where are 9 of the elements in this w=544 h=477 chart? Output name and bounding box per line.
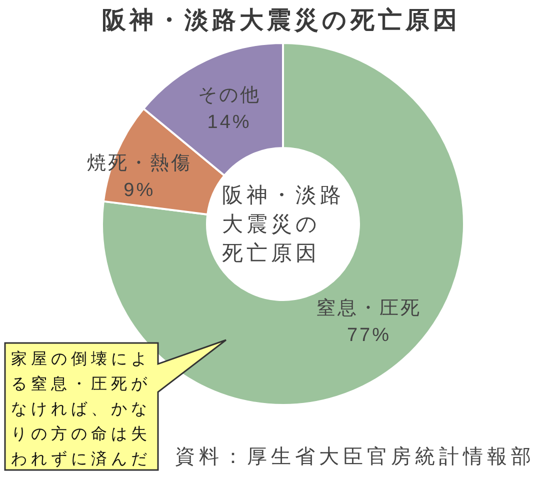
text: 阪神・淡路大震災の死亡原因 xyxy=(222,184,344,265)
slice-label: 窒息・圧死 xyxy=(316,296,422,319)
data-label: 14% xyxy=(207,112,252,134)
text: 資料：厚生省大臣官房統計情報部 xyxy=(175,445,535,468)
text: 家屋の倒壊による窒息・圧死がなければ、かなりの方の命は失われずに済んだ xyxy=(11,350,151,468)
data-label: 77% xyxy=(346,324,391,346)
data-label: 9% xyxy=(124,180,156,202)
slice-label: その他 xyxy=(198,85,261,106)
chart-title: 阪神・淡路大震災の死亡原因 xyxy=(102,6,460,34)
